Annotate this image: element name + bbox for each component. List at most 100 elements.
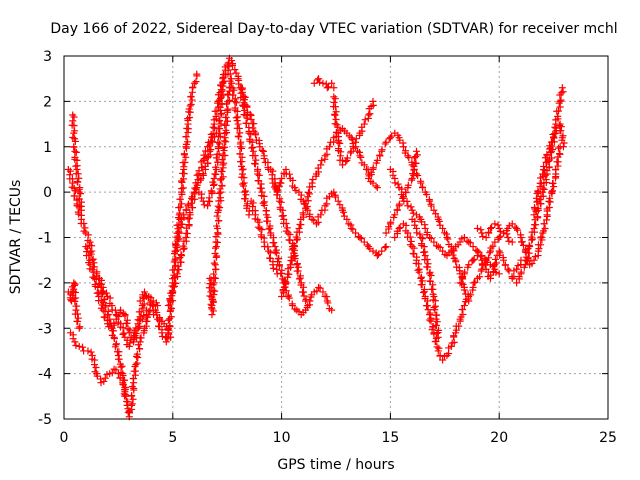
data-point <box>133 359 141 367</box>
data-point <box>339 161 347 169</box>
data-point <box>278 175 286 183</box>
chart-title: Day 166 of 2022, Sidereal Day-to-day VTE… <box>50 21 617 37</box>
data-point <box>360 120 368 128</box>
data-point <box>357 235 365 243</box>
data-point <box>181 158 189 166</box>
data-point <box>476 273 484 281</box>
data-point <box>365 175 373 183</box>
data-point <box>332 193 340 201</box>
data-point <box>470 255 478 263</box>
data-point <box>331 95 339 103</box>
data-point <box>128 400 136 408</box>
y-tick-label: 3 <box>43 49 52 65</box>
data-point <box>393 206 401 214</box>
data-point <box>256 143 264 151</box>
data-point <box>356 234 364 241</box>
data-point <box>396 224 404 232</box>
data-point <box>427 317 435 325</box>
data-point <box>408 161 416 169</box>
data-point <box>235 133 243 141</box>
data-point <box>548 154 556 162</box>
data-point <box>557 96 565 104</box>
data-point <box>238 170 246 178</box>
data-point <box>486 249 494 257</box>
data-point <box>416 230 424 238</box>
data-point <box>251 152 259 160</box>
data-point <box>264 217 272 225</box>
data-point <box>247 130 255 138</box>
data-point <box>292 233 300 241</box>
data-point <box>273 187 281 195</box>
data-point <box>119 324 127 332</box>
data-point <box>559 143 567 151</box>
data-point <box>121 312 129 320</box>
data-point <box>317 161 325 169</box>
data-point <box>295 275 303 283</box>
data-point <box>275 182 283 190</box>
y-tick-label: -2 <box>38 276 52 292</box>
data-point <box>184 200 192 208</box>
data-point <box>494 221 502 229</box>
data-point <box>427 272 435 280</box>
data-point <box>212 154 220 162</box>
data-point <box>66 167 74 175</box>
data-point <box>84 244 92 252</box>
data-point <box>546 194 554 202</box>
data-point <box>407 203 415 211</box>
data-point <box>119 381 127 389</box>
data-point <box>426 270 434 278</box>
data-point <box>241 195 249 203</box>
data-point <box>467 291 475 299</box>
data-point <box>141 288 149 296</box>
data-point <box>540 185 548 193</box>
data-point <box>207 288 215 296</box>
data-point <box>71 137 79 145</box>
data-point <box>204 202 212 210</box>
data-point <box>343 215 351 223</box>
data-point <box>207 276 215 284</box>
data-point <box>325 143 333 151</box>
data-point <box>319 79 327 87</box>
data-point <box>299 209 307 217</box>
data-point <box>213 222 221 230</box>
data-point <box>249 199 257 207</box>
data-point <box>391 179 399 187</box>
data-point <box>546 142 554 150</box>
grid-layer <box>64 56 608 419</box>
data-point <box>539 184 547 192</box>
data-point <box>137 308 145 316</box>
data-point <box>175 228 183 236</box>
data-point <box>232 99 240 107</box>
data-point <box>85 251 93 259</box>
data-point <box>276 179 284 187</box>
data-point <box>67 296 75 304</box>
data-point <box>189 204 197 212</box>
data-point <box>225 96 233 104</box>
y-tick-label: 0 <box>43 185 52 201</box>
data-point <box>296 274 304 282</box>
data-point <box>101 374 109 382</box>
data-point <box>532 194 540 202</box>
data-point <box>423 256 431 264</box>
data-point <box>495 270 503 278</box>
data-point <box>174 262 182 270</box>
data-point <box>177 258 185 266</box>
data-point <box>406 233 414 241</box>
data-point <box>290 249 298 257</box>
data-point <box>521 261 529 269</box>
data-point <box>444 235 452 243</box>
data-point <box>373 156 381 164</box>
data-point <box>233 117 241 125</box>
data-point <box>209 295 217 303</box>
data-point <box>224 105 232 113</box>
data-point <box>305 188 313 196</box>
data-point <box>352 138 360 146</box>
data-point <box>549 187 557 195</box>
data-point <box>342 158 350 166</box>
data-point <box>236 158 244 166</box>
data-point <box>80 219 88 227</box>
data-point <box>407 237 415 245</box>
data-point <box>199 156 207 164</box>
data-point <box>131 332 139 340</box>
data-point <box>475 248 483 256</box>
